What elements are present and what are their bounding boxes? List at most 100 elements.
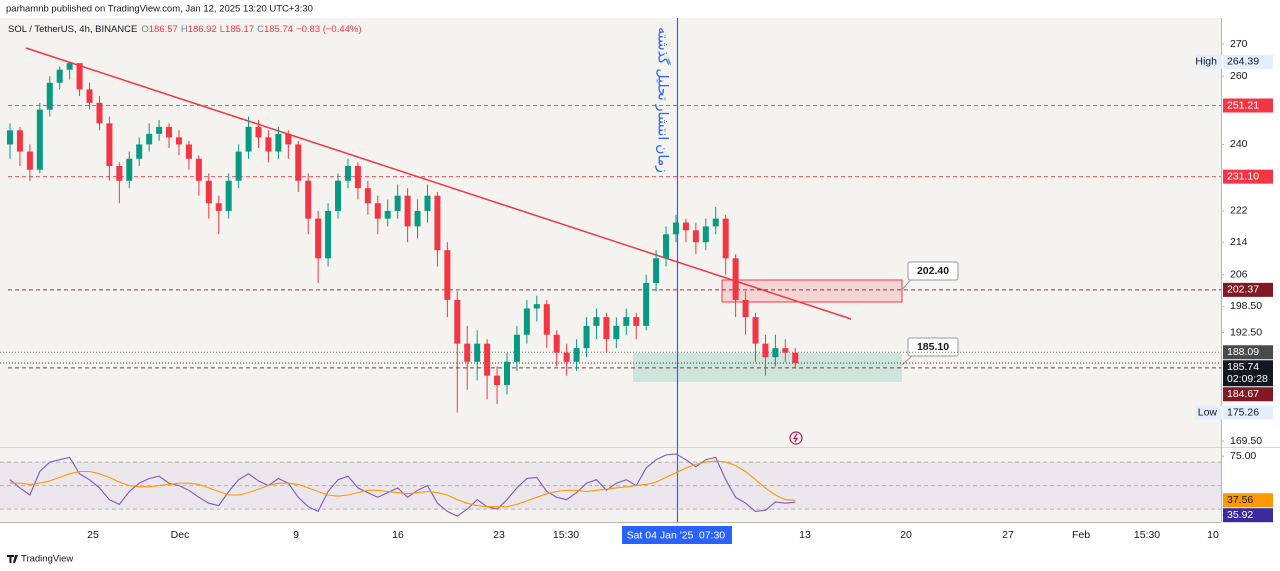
candle-body bbox=[195, 158, 202, 181]
price-label-box bbox=[1223, 169, 1273, 184]
price-label-word: Low bbox=[1198, 406, 1218, 418]
candle-body bbox=[444, 250, 451, 300]
candle-body bbox=[434, 195, 441, 251]
legend-change: −0.83 (−0.44%) bbox=[296, 24, 362, 35]
symbol: SOL / TetherUS, 4h, BINANCE bbox=[8, 24, 137, 35]
candle-body bbox=[185, 144, 192, 159]
candle-body bbox=[702, 226, 709, 243]
y-tick-label: 222 bbox=[1230, 205, 1248, 217]
candle-body bbox=[682, 222, 689, 231]
candle-body bbox=[265, 137, 272, 152]
candle-body bbox=[394, 195, 401, 211]
logo bbox=[7, 555, 18, 563]
x-tick-label: 23 bbox=[493, 529, 505, 541]
candle-body bbox=[16, 130, 23, 152]
candle-body bbox=[513, 334, 520, 362]
symbol-legend: SOL / TetherUS, 4h, BINANCE O186.57 H186.9… bbox=[8, 24, 362, 35]
candle-body bbox=[275, 133, 282, 152]
candle-body bbox=[205, 180, 212, 204]
candle-body bbox=[583, 325, 590, 349]
candle-body bbox=[354, 166, 361, 189]
y-tick-label: 169.50 bbox=[1230, 435, 1262, 447]
candle-body bbox=[414, 210, 421, 227]
price-label-box bbox=[1223, 282, 1273, 297]
y-tick-label: 214 bbox=[1230, 236, 1248, 248]
price-label: 251.21 bbox=[1227, 99, 1259, 111]
y-tick-label: 192.50 bbox=[1230, 326, 1262, 338]
candle-body bbox=[166, 126, 173, 138]
time-cursor-label: 07:30 bbox=[699, 529, 725, 541]
candle-body bbox=[732, 258, 739, 300]
vertical-note: زمان انتشار تحلیل گذشته bbox=[654, 27, 671, 173]
candle-body bbox=[235, 151, 242, 181]
rsi-value-box bbox=[1223, 508, 1273, 523]
legend-value: 185.17 bbox=[225, 24, 254, 35]
candle-body bbox=[772, 348, 779, 358]
candle-body bbox=[96, 102, 103, 124]
candle-body bbox=[116, 166, 123, 181]
candle-body bbox=[474, 343, 481, 362]
candle-body bbox=[464, 343, 471, 362]
y-tick-label: 75.00 bbox=[1230, 450, 1256, 462]
price-label: 185.74 bbox=[1227, 361, 1259, 373]
candle-body bbox=[603, 317, 610, 340]
candle-body bbox=[285, 133, 292, 145]
candle-body bbox=[136, 144, 143, 159]
candle-body bbox=[742, 299, 749, 318]
price-label: 264.39 bbox=[1227, 56, 1259, 68]
legend-key: C bbox=[257, 24, 264, 35]
y-tick-label: 206 bbox=[1230, 268, 1248, 280]
x-tick-label: 27 bbox=[1002, 529, 1014, 541]
x-tick-label: 10 bbox=[1207, 529, 1219, 541]
x-tick-label: Dec bbox=[171, 529, 190, 541]
callout-box bbox=[907, 337, 959, 357]
candle-body bbox=[146, 133, 153, 145]
candle-body bbox=[553, 334, 560, 353]
candle-body bbox=[573, 348, 580, 362]
rsi-line bbox=[10, 460, 796, 508]
candle-body bbox=[643, 283, 650, 326]
callout-pointer bbox=[901, 355, 913, 366]
price-label-box bbox=[1195, 405, 1222, 420]
candle-body bbox=[344, 166, 351, 181]
candle-body bbox=[156, 126, 163, 134]
candle-body bbox=[215, 203, 222, 211]
candle-body bbox=[663, 234, 670, 259]
price-label: 188.09 bbox=[1227, 346, 1259, 358]
publisher: parhamnb published on TradingView.com, J… bbox=[6, 4, 313, 15]
x-tick-label: 15:30 bbox=[1134, 529, 1160, 541]
legend-value: 185.74 bbox=[264, 24, 293, 35]
event-icon bbox=[792, 433, 799, 443]
x-tick-label: Feb bbox=[1072, 529, 1090, 541]
candle-body bbox=[335, 180, 342, 211]
candle-body bbox=[315, 218, 322, 259]
price-label: 202.37 bbox=[1227, 284, 1259, 296]
candle-body bbox=[76, 63, 83, 90]
time-cursor-box bbox=[622, 526, 732, 544]
candle-body bbox=[722, 218, 729, 259]
y-tick-label: 260 bbox=[1230, 70, 1248, 82]
candle-body bbox=[672, 222, 679, 235]
callout-box bbox=[907, 261, 959, 281]
candle-body bbox=[325, 210, 332, 259]
price-label-box bbox=[1223, 405, 1273, 420]
candle-body bbox=[504, 361, 510, 386]
candle-body bbox=[36, 109, 43, 170]
price-label-box bbox=[1223, 387, 1273, 402]
price-label-box bbox=[1223, 345, 1273, 360]
candle-body bbox=[712, 218, 719, 227]
y-tick-label: 198.50 bbox=[1230, 300, 1262, 312]
candle-body bbox=[593, 317, 600, 326]
callout-label: 202.40 bbox=[917, 265, 949, 277]
candle-body bbox=[792, 352, 799, 363]
candle-body bbox=[295, 144, 302, 181]
candle-body bbox=[374, 203, 381, 219]
legend-key: O bbox=[141, 24, 148, 35]
candle-body bbox=[782, 348, 789, 353]
price-pane bbox=[0, 18, 1221, 447]
candle-body bbox=[633, 317, 640, 326]
candle-body bbox=[454, 299, 461, 344]
event-icon bbox=[789, 431, 803, 445]
candle-body bbox=[126, 158, 133, 181]
